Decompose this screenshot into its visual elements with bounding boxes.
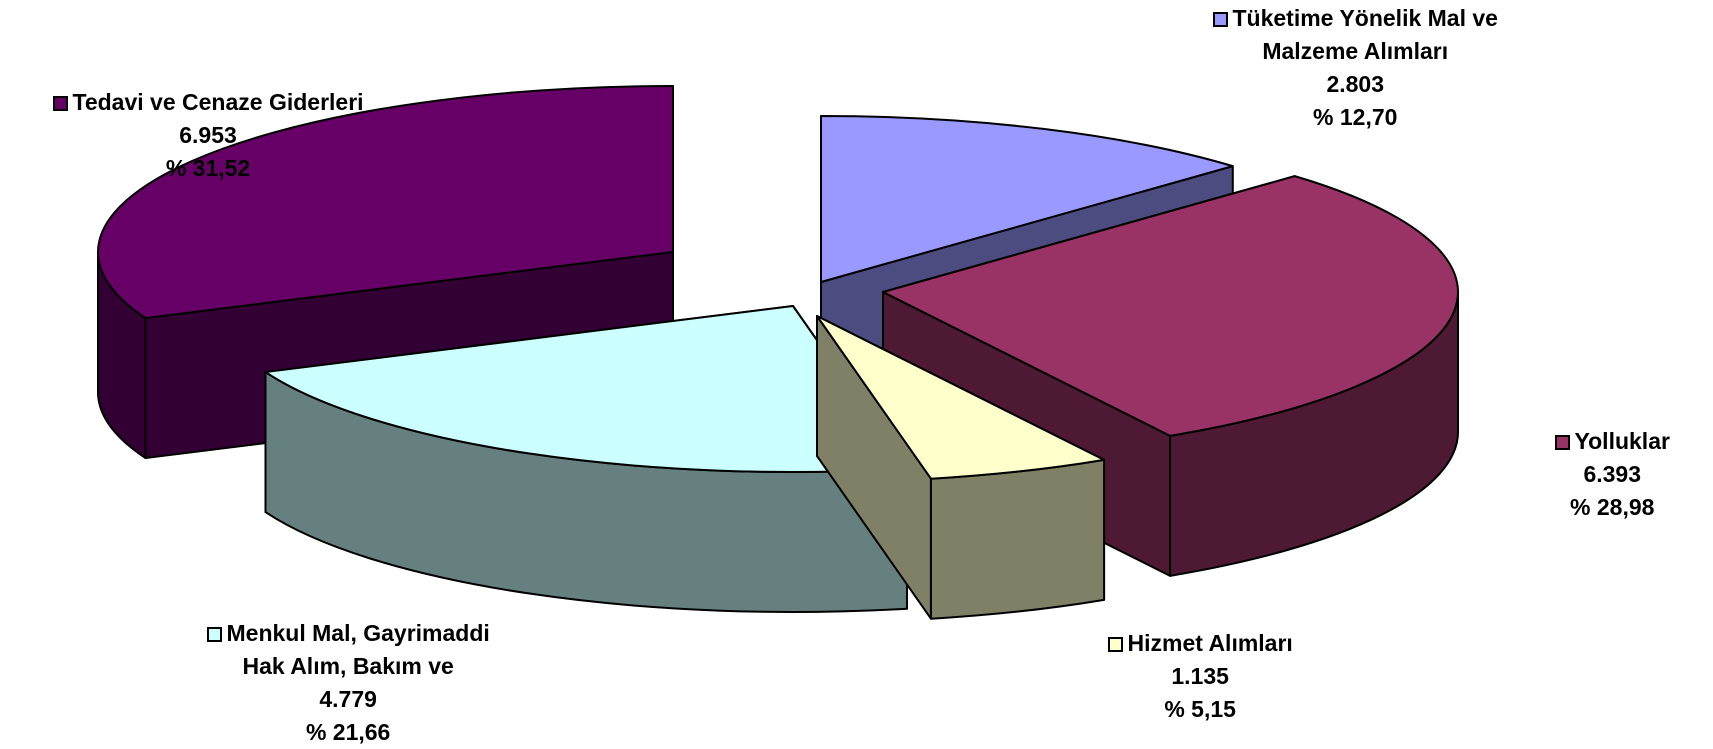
slice-category-label: Yolluklar bbox=[1574, 428, 1670, 454]
slice-percent-label: % 28,98 bbox=[1570, 494, 1655, 520]
legend-swatch-tuketim bbox=[1212, 12, 1228, 27]
legend-swatch-yolluklar bbox=[1554, 435, 1570, 450]
slice-category-label: Malzeme Alımları bbox=[1262, 38, 1449, 64]
slice-label-hizmet: Hizmet Alımları 1.135 % 5,15 bbox=[1107, 627, 1293, 726]
slice-tuketim-top bbox=[820, 115, 1234, 283]
legend-swatch-tedavi bbox=[52, 96, 68, 111]
slice-hizmet-top bbox=[816, 315, 1106, 480]
slice-category-label: Menkul Mal, Gayrimaddi bbox=[226, 620, 490, 646]
slice-percent-label: % 31,52 bbox=[165, 155, 251, 181]
slice-label-tuketim: Tüketime Yönelik Mal ve Malzeme Alımları 2… bbox=[1212, 2, 1498, 134]
legend-swatch-menkul bbox=[206, 627, 222, 642]
slice-category-label: Tedavi ve Cenaze Giderleri bbox=[72, 89, 364, 115]
legend-swatch-hizmet bbox=[1107, 637, 1123, 652]
slice-label-menkul: Menkul Mal, Gayrimaddi Hak Alım, Bakım ve… bbox=[206, 617, 490, 749]
slice-category-label: Hak Alım, Bakım ve bbox=[242, 653, 454, 679]
slice-yolluklar-top bbox=[882, 175, 1459, 437]
slice-hizmet bbox=[816, 315, 1106, 620]
slice-percent-label: % 21,66 bbox=[305, 719, 391, 745]
slice-percent-label: % 5,15 bbox=[1164, 696, 1236, 722]
slice-value-label: 2.803 bbox=[1326, 71, 1385, 97]
slice-category-label: Hizmet Alımları bbox=[1127, 630, 1293, 656]
slice-label-tedavi: Tedavi ve Cenaze Giderleri 6.953 % 31,52 bbox=[52, 86, 364, 185]
slice-label-yolluklar: Yolluklar 6.393 % 28,98 bbox=[1554, 425, 1670, 524]
slice-tedavi-top bbox=[97, 85, 674, 320]
slice-menkul-top bbox=[264, 305, 908, 473]
slice-percent-label: % 12,70 bbox=[1313, 104, 1398, 130]
slice-value-label: 6.953 bbox=[179, 122, 237, 148]
slice-category-label: Tüketime Yönelik Mal ve bbox=[1232, 5, 1498, 31]
slice-value-label: 4.779 bbox=[319, 686, 377, 712]
slice-hizmet-side-0 bbox=[929, 458, 1106, 620]
slice-value-label: 6.393 bbox=[1583, 461, 1641, 487]
slice-value-label: 1.135 bbox=[1171, 663, 1229, 689]
